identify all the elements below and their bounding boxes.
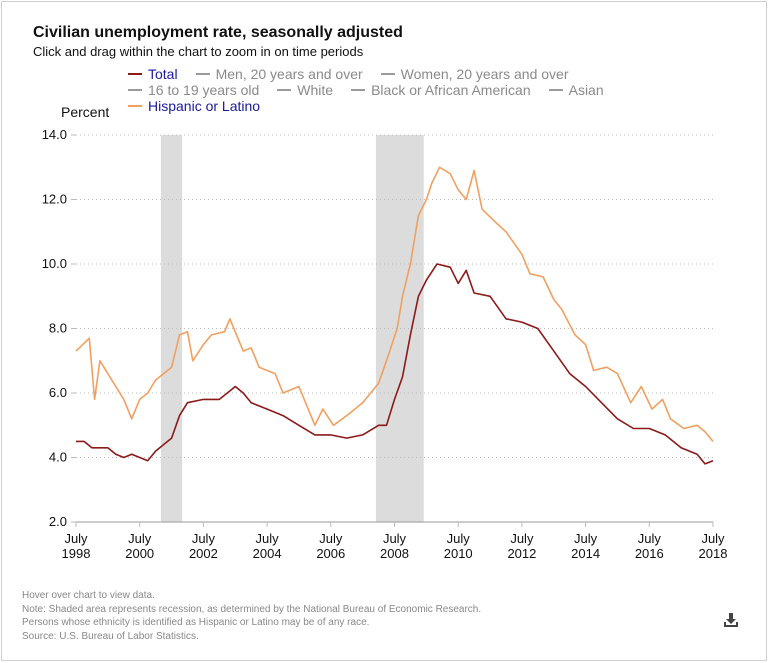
legend-swatch xyxy=(128,73,142,76)
legend-label: Black or African American xyxy=(371,82,531,98)
legend-label: Men, 20 years and over xyxy=(215,66,363,82)
chart-subtitle: Click and drag within the chart to zoom … xyxy=(33,44,364,59)
legend-swatch xyxy=(380,73,395,76)
x-tick-label: July xyxy=(638,531,662,546)
legend-item-white[interactable]: White xyxy=(277,82,333,98)
ethnicity-note: Persons whose ethnicity is identified as… xyxy=(22,617,370,628)
x-tick-label: July xyxy=(383,531,407,546)
legend-swatch xyxy=(277,89,292,92)
legend-label: Asian xyxy=(568,82,604,98)
y-axis-label: Percent xyxy=(61,104,110,120)
y-tick-label: 2.0 xyxy=(49,514,67,529)
legend-swatch xyxy=(128,89,142,92)
x-tick-label: 2006 xyxy=(316,546,345,561)
legend: Total Men, 20 years and over Women, 20 yea… xyxy=(128,66,622,114)
hover-hint: Hover over chart to view data. xyxy=(22,590,155,601)
x-tick-label: 2014 xyxy=(571,546,600,561)
x-tick-label: July xyxy=(319,531,343,546)
legend-label: Hispanic or Latino xyxy=(148,98,261,114)
x-tick-label: 2002 xyxy=(189,546,218,561)
x-tick-label: 2010 xyxy=(444,546,473,561)
series-line-total xyxy=(76,263,714,465)
x-tick-label: 2004 xyxy=(253,546,282,561)
legend-item-black[interactable]: Black or African American xyxy=(351,82,531,98)
legend-label: 16 to 19 years old xyxy=(148,82,260,98)
x-tick-label: July xyxy=(574,531,598,546)
legend-item-teens[interactable]: 16 to 19 years old xyxy=(128,82,259,98)
y-tick-label: 10.0 xyxy=(42,256,67,271)
y-tick-label: 12.0 xyxy=(42,192,67,207)
series-line-hispanic-or-latino xyxy=(75,166,714,442)
y-tick-label: 8.0 xyxy=(49,321,67,336)
x-tick-label: 2018 xyxy=(699,546,728,561)
download-icon[interactable] xyxy=(722,611,740,629)
legend-item-women[interactable]: Women, 20 years and over xyxy=(380,66,569,82)
x-tick-label: July xyxy=(128,531,152,546)
legend-swatch xyxy=(195,73,210,76)
x-tick-label: July xyxy=(701,531,725,546)
legend-swatch xyxy=(128,105,142,108)
y-tick-label: 14.0 xyxy=(42,127,67,142)
x-tick-label: 2016 xyxy=(635,546,664,561)
legend-item-asian[interactable]: Asian xyxy=(548,82,604,98)
x-tick-label: July xyxy=(192,531,216,546)
legend-label: Total xyxy=(148,66,178,82)
source-note: Source: U.S. Bureau of Labor Statistics. xyxy=(22,630,199,642)
legend-item-total[interactable]: Total xyxy=(128,66,178,82)
chart-title: Civilian unemployment rate, seasonally a… xyxy=(33,24,403,41)
legend-item-men[interactable]: Men, 20 years and over xyxy=(195,66,363,82)
recession-band xyxy=(375,135,424,522)
recession-note: Note: Shaded area represents recession, … xyxy=(22,603,482,615)
x-tick-label: July xyxy=(256,531,280,546)
y-tick-label: 4.0 xyxy=(49,450,67,465)
y-tick-label: 6.0 xyxy=(49,385,67,400)
legend-swatch xyxy=(351,89,366,92)
x-tick-label: July xyxy=(64,531,88,546)
legend-swatch xyxy=(548,89,563,92)
x-tick-label: July xyxy=(447,531,471,546)
footnotes: Hover over chart to view data. Note: Sha… xyxy=(22,589,481,643)
legend-label: Women, 20 years and over xyxy=(400,66,569,82)
x-tick-label: 2008 xyxy=(380,546,409,561)
x-tick-label: 1998 xyxy=(62,546,91,561)
legend-label: White xyxy=(297,82,334,98)
legend-item-hispanic[interactable]: Hispanic or Latino xyxy=(128,98,260,114)
x-tick-label: July xyxy=(510,531,534,546)
x-tick-label: 2012 xyxy=(507,546,536,561)
x-tick-label: 2000 xyxy=(125,546,154,561)
